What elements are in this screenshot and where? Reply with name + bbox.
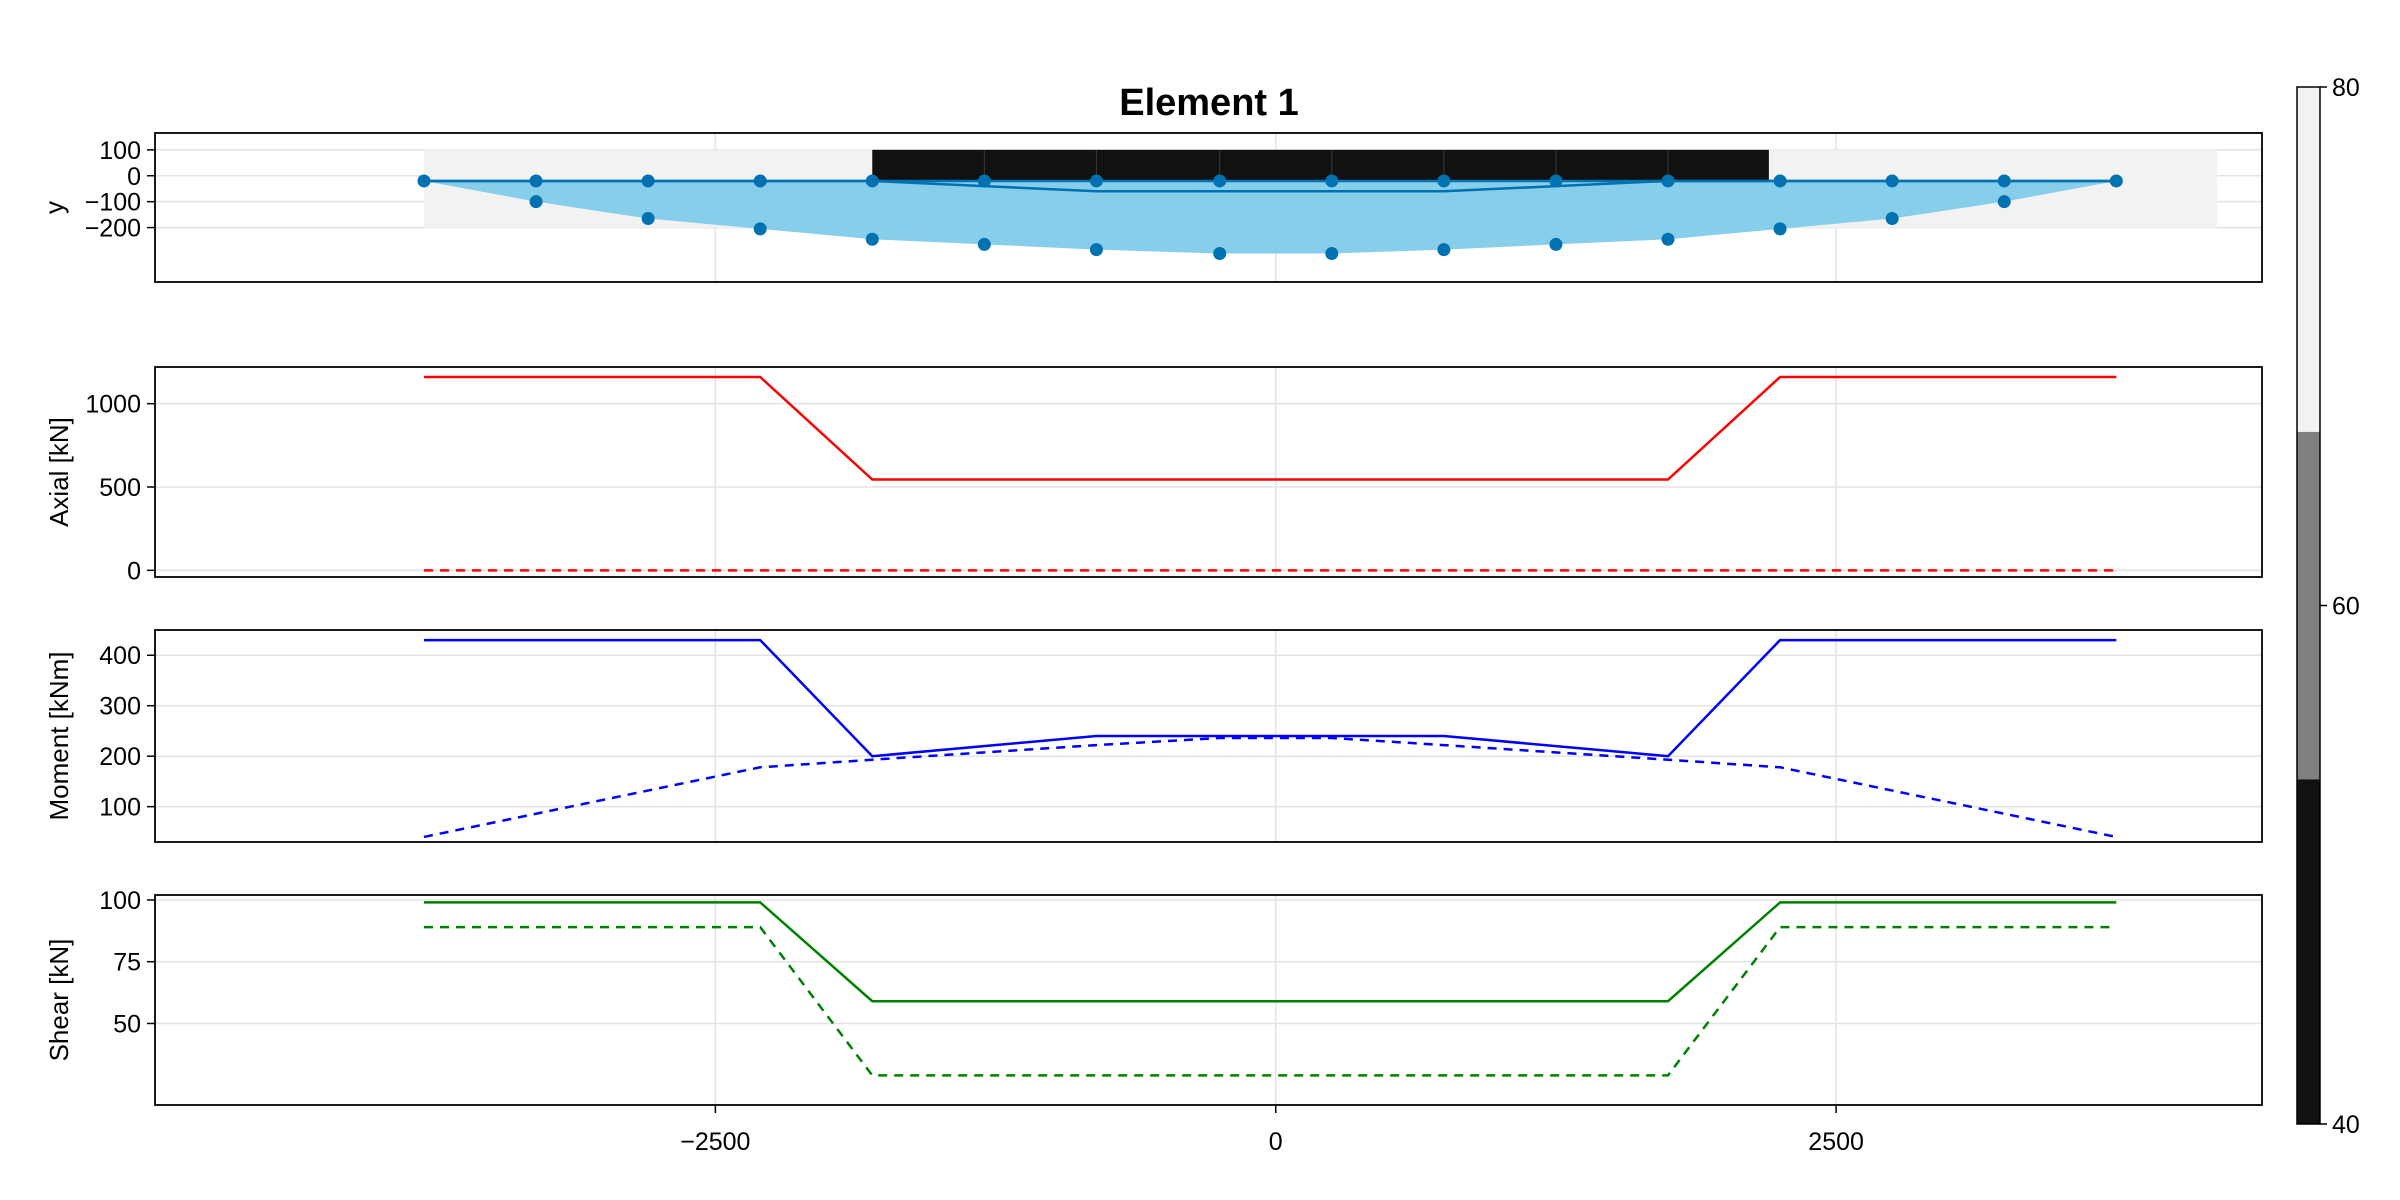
top-node [1773, 174, 1787, 188]
chart-title: Element 1 [1119, 82, 1299, 124]
x-tick-label: 2500 [1808, 1128, 1864, 1156]
top-node [1997, 174, 2011, 188]
panel-2: 0 500 1000 Axial [kN] [44, 366, 2263, 585]
top-node [2109, 174, 2123, 188]
colorbar: 40 60 80 [2296, 74, 2360, 1139]
series-line-solid [423, 638, 2117, 758]
top-node [1325, 174, 1339, 188]
y-tick-label: 100 [99, 137, 141, 165]
y-tick-label: −100 [85, 189, 141, 217]
top-node [1213, 174, 1227, 188]
slab-block [872, 149, 1769, 181]
bottom-node [641, 212, 655, 226]
axes-frame [154, 894, 2263, 1106]
bottom-node [1661, 232, 1675, 246]
bottom-node [865, 232, 879, 246]
y-tick-label: 0 [127, 163, 141, 191]
y-tick-label: 300 [99, 693, 141, 721]
y-tick-label: 200 [99, 743, 141, 771]
panel-4: 50 75 100 Shear [kN] −2500 0 2500 [44, 887, 2263, 1156]
top-node [529, 174, 543, 188]
top-node [753, 174, 767, 188]
y-axis-label: Shear [kN] [44, 939, 74, 1062]
bottom-node [1437, 243, 1451, 257]
axes-frame [154, 366, 2263, 578]
y-tick-label: −200 [85, 215, 141, 243]
x-tick-label: −2500 [680, 1128, 750, 1156]
top-node [1549, 174, 1563, 188]
bottom-node [1885, 212, 1899, 226]
y-tick-label: 75 [113, 949, 141, 977]
colorbar-tick-label: 80 [2332, 74, 2360, 102]
bottom-node [1325, 246, 1339, 260]
y-tick-label: 400 [99, 642, 141, 670]
neutral-axis-line [423, 179, 2117, 193]
y-tick-label: 100 [99, 794, 141, 822]
top-node [1661, 174, 1675, 188]
y-tick-label: 1000 [85, 391, 141, 419]
top-node [1885, 174, 1899, 188]
x-tick-label: 0 [1269, 1128, 1283, 1156]
y-tick-label: 100 [99, 887, 141, 915]
y-axis-label: y [39, 201, 69, 214]
y-axis-label: Axial [kN] [44, 417, 74, 527]
bottom-node [977, 237, 991, 251]
section-fill [423, 180, 2117, 254]
panel-3: 100 200 300 400 Moment [kNm] [44, 629, 2263, 843]
top-node [641, 174, 655, 188]
bottom-node [1549, 237, 1563, 251]
bottom-node [1773, 222, 1787, 236]
colorbar-level [2297, 431, 2320, 780]
bottom-node [529, 195, 543, 209]
axes-frame [154, 132, 2263, 283]
colorbar-level [2297, 87, 2320, 432]
bottom-node [753, 222, 767, 236]
top-node [1089, 174, 1103, 188]
top-node [417, 174, 431, 188]
y-axis-label: Moment [kNm] [44, 651, 74, 820]
series-line-dashed [423, 925, 2117, 1077]
colorbar-tick-label: 40 [2332, 1111, 2360, 1139]
y-tick-label: 500 [99, 474, 141, 502]
series-line-solid [423, 901, 2117, 1003]
bottom-node [1997, 195, 2011, 209]
panel-1: 1000−100−200 y [39, 132, 2263, 283]
y-tick-label: 0 [127, 557, 141, 585]
axes-frame [154, 629, 2263, 843]
series-line-dashed [423, 736, 2117, 839]
top-node [977, 174, 991, 188]
bottom-node [1213, 246, 1227, 260]
y-tick-label: 50 [113, 1010, 141, 1038]
bottom-node [1089, 243, 1103, 257]
top-node [865, 174, 879, 188]
colorbar-tick-label: 60 [2332, 593, 2360, 621]
colorbar-level [2297, 779, 2320, 1124]
series-line-solid [423, 375, 2117, 481]
top-node [1437, 174, 1451, 188]
